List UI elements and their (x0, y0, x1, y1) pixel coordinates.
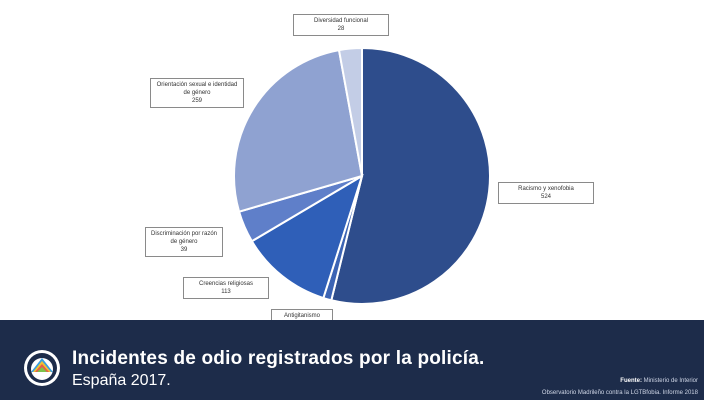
observatory-logo-icon (24, 350, 60, 386)
label-diversidad: Diversidad funcional 28 (293, 14, 389, 36)
label-racismo: Racismo y xenofobia 524 (498, 182, 594, 204)
source-label: Fuente: (620, 378, 642, 384)
source-line: Fuente: Ministerio de Interior (620, 378, 698, 384)
pie-slice-racismo (330, 46, 491, 305)
label-creencias-name: Creencias religiosas (198, 281, 254, 287)
footer-title: Incidentes de odio registrados por la po… (72, 348, 485, 369)
source-value: Ministerio de Interior (643, 378, 698, 384)
pie-slice-orientacion (233, 48, 364, 213)
label-creencias-value: 113 (221, 289, 231, 295)
footer-banner: Incidentes de odio registrados por la po… (0, 320, 704, 400)
pie-slice-creencias (250, 173, 364, 300)
label-genero-value: 39 (180, 247, 188, 253)
pie-slice-diversidad (337, 46, 363, 177)
pie-chart-svg (233, 46, 491, 305)
label-diversidad-name: Diversidad funcional (313, 18, 369, 24)
label-diversidad-value: 28 (337, 26, 345, 32)
label-antigitanismo-name: Antigitanismo (283, 313, 321, 319)
label-creencias: Creencias religiosas 113 (183, 277, 269, 299)
label-orientacion-name: Orientación sexual e identidad de género (156, 82, 238, 96)
label-racismo-name: Racismo y xenofobia (518, 186, 574, 192)
pie-chart: Racismo y xenofobia 524 Antigitanismo 10… (145, 14, 594, 331)
label-orientacion: Orientación sexual e identidad de género… (150, 78, 244, 108)
credit-line: Observatorio Madrileño contra la LGTBfob… (541, 390, 698, 396)
label-orientacion-value: 259 (191, 98, 202, 104)
label-genero: Discriminación por razón de género 39 (145, 227, 223, 257)
label-racismo-value: 524 (540, 194, 551, 200)
footer-subtitle: España 2017. (72, 372, 171, 389)
label-genero-name: Discriminación por razón de género (150, 231, 218, 245)
